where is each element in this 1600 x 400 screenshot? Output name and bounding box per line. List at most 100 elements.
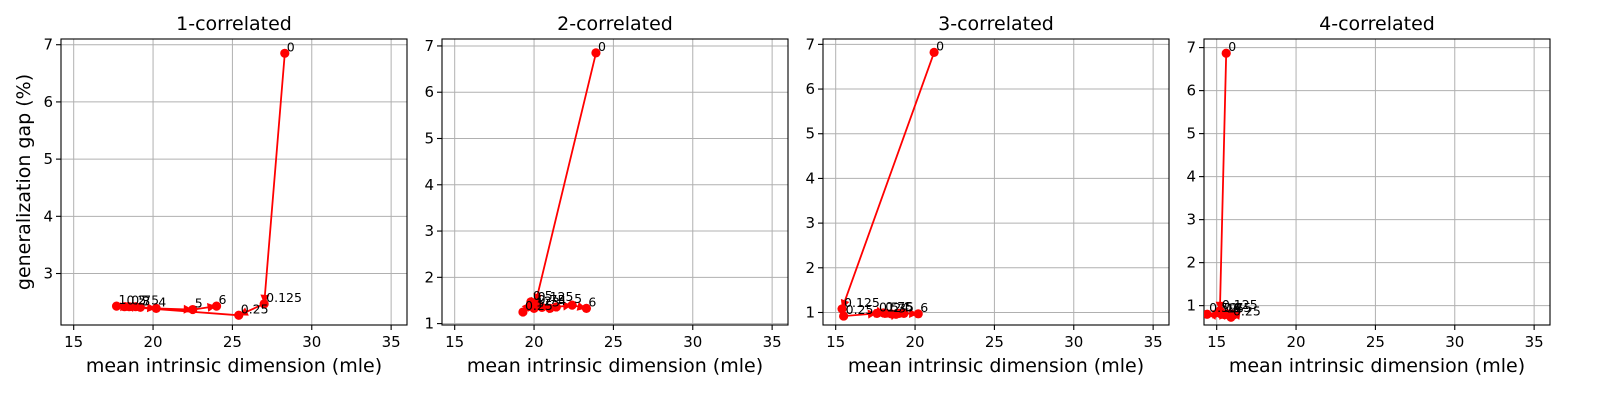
y-tick-label: 2 bbox=[805, 259, 815, 277]
data-point-label: 0 bbox=[598, 39, 606, 54]
data-point bbox=[591, 48, 601, 58]
axes-frame bbox=[441, 38, 789, 326]
data-point bbox=[913, 309, 923, 319]
x-tick-label: 30 bbox=[302, 333, 321, 351]
y-tick-label: 7 bbox=[805, 35, 815, 53]
y-tick-label: 4 bbox=[424, 176, 434, 194]
data-point-label: 0.75 bbox=[538, 292, 566, 307]
y-tick-label: 3 bbox=[424, 222, 434, 240]
data-point-label: 0.5 bbox=[533, 288, 553, 303]
data-point bbox=[551, 302, 561, 312]
data-point bbox=[581, 303, 592, 313]
trajectory-arrowhead bbox=[867, 309, 877, 319]
panel-title: 2-correlated bbox=[557, 13, 673, 35]
data-point-label: 1 bbox=[119, 292, 127, 307]
x-tick-label: 25 bbox=[1366, 333, 1385, 351]
data-point bbox=[518, 307, 528, 317]
data-point-label: 0.25 bbox=[1233, 303, 1261, 318]
y-tick-label: 4 bbox=[43, 207, 53, 225]
data-point bbox=[234, 310, 244, 320]
data-point bbox=[537, 302, 547, 313]
data-point-label: 4 bbox=[558, 293, 566, 308]
data-point-label: 4 bbox=[901, 299, 909, 314]
y-tick-label: 3 bbox=[805, 214, 815, 232]
y-tick-label: 7 bbox=[1186, 39, 1196, 57]
data-point-label: 0 bbox=[1228, 39, 1236, 54]
data-point-label: 0.75 bbox=[885, 299, 913, 314]
y-tick-label: 6 bbox=[43, 93, 53, 111]
data-point-label: 5 bbox=[195, 296, 203, 311]
y-tick-label: 7 bbox=[424, 37, 434, 55]
x-axis-label: mean intrinsic dimension (mle) bbox=[86, 355, 382, 377]
y-tick-label: 1 bbox=[424, 315, 434, 333]
data-point-label: 6 bbox=[920, 300, 928, 315]
data-point-label: 0.125 bbox=[844, 295, 880, 310]
y-tick-label: 6 bbox=[805, 80, 815, 98]
panel-title: 3-correlated bbox=[938, 13, 1054, 35]
data-point-label: 0.25 bbox=[241, 301, 269, 316]
axes-frame bbox=[822, 38, 1170, 326]
x-tick-label: 20 bbox=[1287, 333, 1306, 351]
data-point-label: 5 bbox=[574, 291, 582, 306]
data-point-label: 1 bbox=[1227, 301, 1235, 316]
data-point-label: 0 bbox=[287, 39, 295, 54]
y-tick-label: 5 bbox=[1186, 125, 1196, 143]
y-tick-label: 2 bbox=[424, 268, 434, 286]
y-tick-label: 4 bbox=[805, 169, 815, 187]
x-tick-label: 25 bbox=[604, 333, 623, 351]
x-axis-label: mean intrinsic dimension (mle) bbox=[467, 355, 763, 377]
data-point-label: 0.25 bbox=[525, 298, 553, 313]
data-point-label: 0.75 bbox=[131, 293, 159, 308]
data-point bbox=[567, 300, 577, 310]
trajectory-arrowhead bbox=[562, 301, 573, 311]
data-point bbox=[1221, 48, 1231, 58]
data-point bbox=[899, 308, 909, 318]
x-axis-label: mean intrinsic dimension (mle) bbox=[1229, 355, 1525, 377]
data-point bbox=[188, 304, 198, 315]
x-tick-label: 20 bbox=[525, 333, 544, 351]
x-tick-label: 15 bbox=[64, 333, 83, 351]
y-tick-label: 2 bbox=[1186, 254, 1196, 272]
data-point-label: 4 bbox=[158, 294, 166, 309]
data-point-label: 5 bbox=[1236, 301, 1244, 316]
x-axis-label: mean intrinsic dimension (mle) bbox=[848, 355, 1144, 377]
x-tick-label: 35 bbox=[763, 333, 782, 351]
data-point bbox=[280, 48, 290, 58]
panel-title: 4-correlated bbox=[1319, 13, 1435, 35]
y-tick-label: 4 bbox=[1186, 168, 1196, 186]
x-tick-label: 15 bbox=[1207, 333, 1226, 351]
y-tick-label: 7 bbox=[43, 36, 53, 54]
data-point-label: 0.75 bbox=[1223, 300, 1251, 315]
x-tick-label: 25 bbox=[985, 333, 1004, 351]
data-point bbox=[837, 304, 847, 314]
y-axis-label: generalization gap (%) bbox=[13, 74, 35, 290]
trajectory-line bbox=[116, 53, 286, 317]
y-tick-label: 1 bbox=[1186, 297, 1196, 315]
data-point bbox=[839, 311, 849, 321]
data-point-label: 2 bbox=[544, 293, 552, 308]
x-tick-label: 35 bbox=[1525, 333, 1544, 351]
x-tick-label: 20 bbox=[906, 333, 925, 351]
data-point-label: 3 bbox=[142, 293, 150, 308]
data-point-label: 0.5 bbox=[126, 293, 146, 308]
data-point-label: 0.25 bbox=[846, 302, 874, 317]
x-tick-label: 15 bbox=[826, 333, 845, 351]
data-point bbox=[929, 47, 939, 58]
data-point-label: 2 bbox=[1230, 300, 1238, 315]
data-point-label: 6 bbox=[588, 294, 596, 309]
y-tick-label: 6 bbox=[424, 83, 434, 101]
data-point-label: 5 bbox=[906, 299, 914, 314]
data-point-label: 2 bbox=[138, 293, 146, 308]
y-tick-label: 6 bbox=[1186, 82, 1196, 100]
y-tick-label: 5 bbox=[805, 125, 815, 143]
y-tick-label: 1 bbox=[805, 303, 815, 321]
data-point-label: 3 bbox=[552, 294, 560, 309]
data-point-label: 4 bbox=[1235, 300, 1243, 315]
data-point-label: 0.5 bbox=[1209, 300, 1229, 315]
